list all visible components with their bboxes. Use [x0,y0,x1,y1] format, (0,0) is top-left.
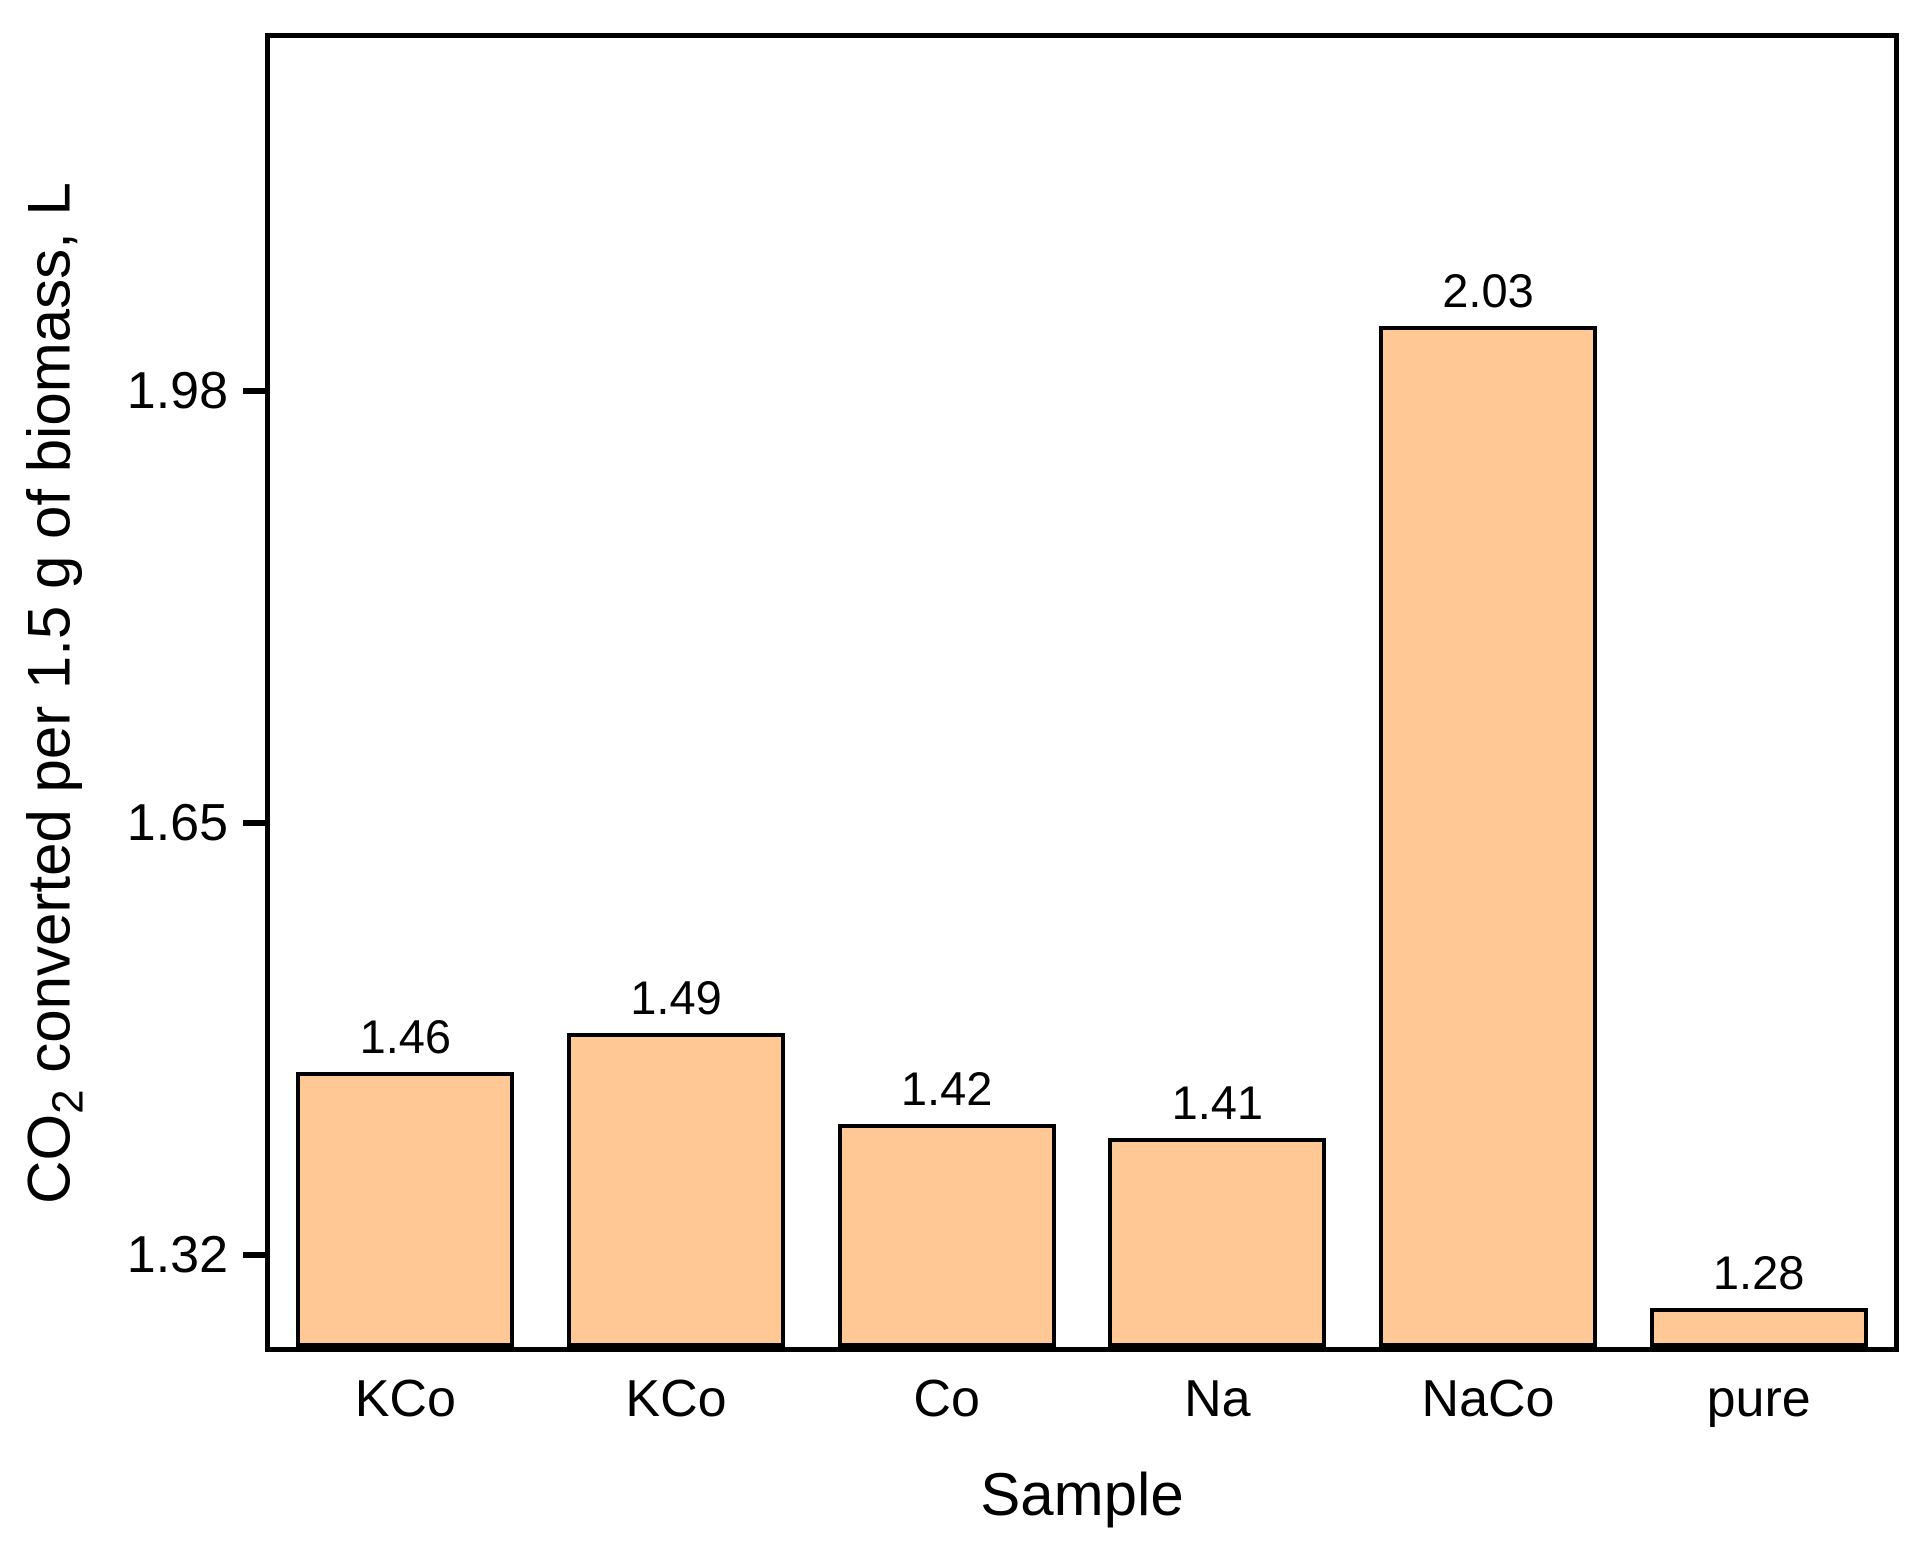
x-tick-label-naco: NaCo [1421,1370,1555,1428]
bar-kco-0 [296,1072,514,1347]
x-tick-label-co: Co [913,1370,980,1428]
bar-value-label: 1.46 [359,1010,452,1063]
y-tick-mark [243,1252,265,1259]
bar-value-label: 1.41 [1171,1076,1264,1129]
bar-value-label: 1.42 [900,1062,993,1115]
bar-value-label: 1.49 [630,971,722,1024]
x-tick-label-na: Na [1184,1370,1251,1428]
x-tick-label-kco: KCo [354,1370,456,1428]
plot-area: 1.32 1.65 1.98 1.46 KCo 1.49 KCo 1.42 Co 1.41 Na 2.… [127,38,1894,1428]
x-tick-label-pure: pure [1706,1370,1811,1428]
x-axis-title: Sample [980,1461,1184,1528]
y-axis-title-rest: converted per 1.5 g of biomass, L [15,182,83,1090]
bar-value-label: 1.28 [1712,1246,1805,1299]
y-tick-mark [243,388,265,395]
y-tick-label: 1.98 [126,362,228,421]
bar-pure-5 [1650,1308,1868,1347]
bar-co-2 [838,1124,1056,1347]
bar-na-3 [1108,1138,1326,1347]
y-tick-label: 1.32 [126,1226,228,1285]
x-tick-label-kco: KCo [625,1370,727,1428]
y-axis-title-prefix: CO [15,1113,83,1204]
bar-naco-4 [1379,326,1597,1347]
y-axis-title-subscript: 2 [43,1089,93,1114]
plot-frame [265,33,1899,1352]
bar-kco-1 [567,1033,785,1347]
y-tick-mark [243,820,265,827]
bar-value-label: 2.03 [1442,264,1534,317]
y-tick-label: 1.65 [126,794,228,853]
y-axis-title: CO2 converted per 1.5 g of biomass, L [15,39,93,1348]
